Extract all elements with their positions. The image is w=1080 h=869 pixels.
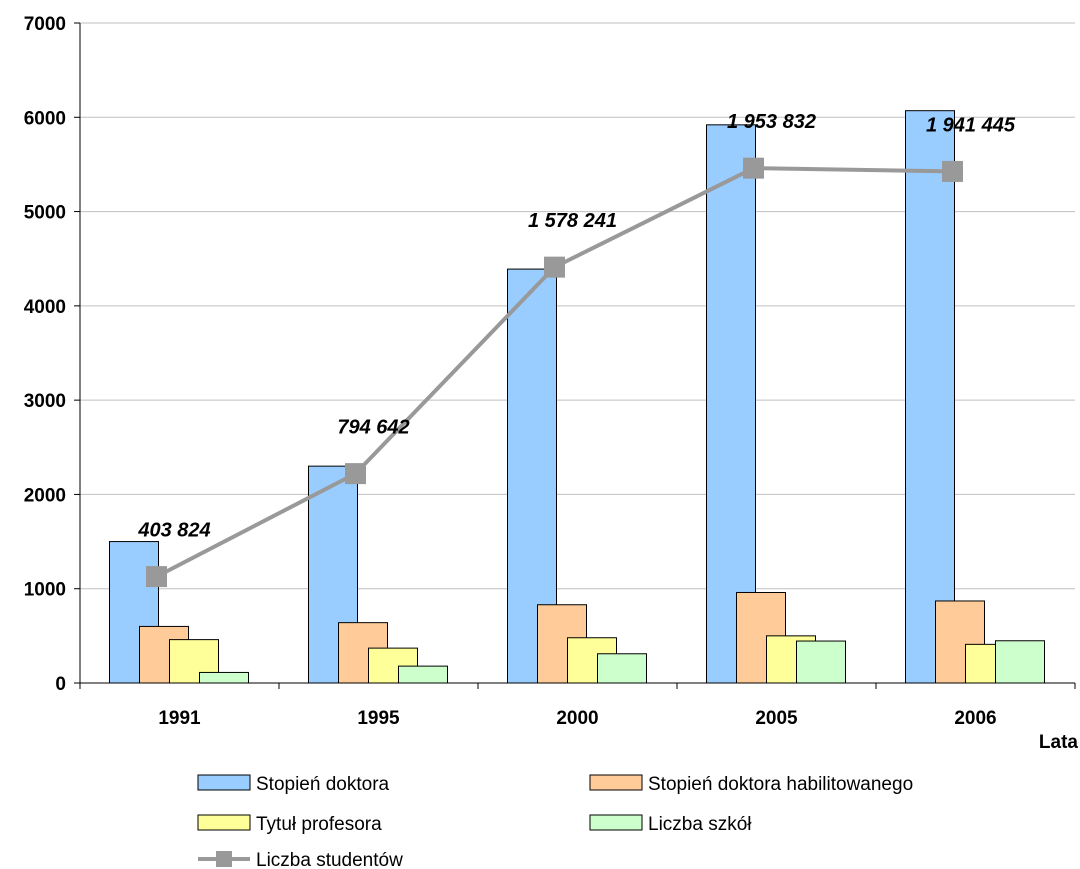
- legend-swatch-stopień-doktora: [197, 774, 251, 791]
- x-tick-label: 2000: [556, 708, 598, 729]
- y-tick-label: 7000: [24, 14, 66, 35]
- y-tick-label: 1000: [24, 580, 66, 601]
- students-data-label-2005: 1 953 832: [727, 111, 816, 133]
- data-labels: 403 824 794 642 1 578 241 1 953 832 1 941 44…: [137, 111, 1016, 541]
- legend-label-stopień-doktora-habilitowanego: Stopień doktora habilitowanego: [648, 774, 913, 795]
- students-data-label-2006: 1 941 445: [926, 114, 1016, 136]
- bar-liczba-szkół-2000: [597, 653, 647, 684]
- legend-label-tytuł-profesora: Tytuł profesora: [256, 814, 382, 835]
- bars: [109, 110, 1045, 684]
- legend-swatch-tytuł-profesora: [197, 814, 251, 831]
- bar-liczba-szkół-1995: [398, 665, 448, 684]
- students-marker-2000: [544, 256, 565, 278]
- students-marker-1995: [345, 463, 366, 485]
- students-marker-1991: [146, 566, 167, 588]
- gridlines: [80, 22, 1075, 590]
- legend-swatch-stopień-doktora-habilitowanego: [589, 774, 643, 791]
- legend-label-liczba-studentów: Liczba studentów: [256, 850, 403, 869]
- axes: 0 1000 2000 3000 4000 5000 6000 7000 1991 1995 200…: [24, 14, 1076, 729]
- y-tick-label: 6000: [24, 108, 66, 129]
- bar-liczba-szkół-2005: [796, 640, 846, 684]
- y-tick-label: 3000: [24, 391, 66, 412]
- bar-liczba-szkół-2006: [995, 640, 1045, 684]
- legend-label-liczba-szkół: Liczba szkół: [648, 814, 752, 835]
- y-tick-label: 4000: [24, 297, 66, 318]
- students-marker-2005: [743, 157, 764, 179]
- students-marker-2006: [942, 160, 963, 182]
- x-tick-label: 1991: [158, 708, 201, 729]
- y-tick-label: 2000: [24, 485, 66, 506]
- students-line: [146, 157, 963, 588]
- students-data-label-2000: 1 578 241: [528, 210, 617, 232]
- x-tick-label: 1995: [357, 708, 400, 729]
- bar-liczba-szkół-1991: [199, 671, 249, 684]
- legend-marker-liczba-studentów: [216, 851, 232, 867]
- bar-stopień-doktora-2005: [706, 124, 756, 684]
- x-tick-label: 2005: [755, 708, 798, 729]
- x-axis-label: Lata: [1039, 732, 1079, 753]
- legend-swatch-liczba-szkół: [589, 814, 643, 831]
- y-tick-label: 5000: [24, 203, 66, 224]
- students-data-label-1991: 403 824: [137, 520, 210, 542]
- bar-stopień-doktora-2006: [905, 110, 955, 684]
- x-tick-label: 2006: [954, 708, 996, 729]
- students-data-label-1995: 794 642: [337, 417, 409, 439]
- y-tick-label: 0: [55, 674, 66, 695]
- legend-label-stopień-doktora: Stopień doktora: [256, 774, 390, 795]
- legend: Stopień doktora Stopień doktora habilitow…: [197, 774, 913, 869]
